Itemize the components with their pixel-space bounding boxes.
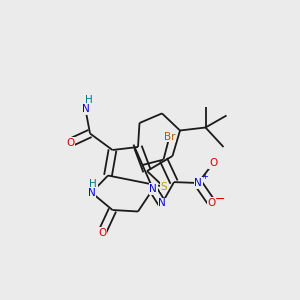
- Text: N: N: [88, 188, 95, 198]
- Text: N: N: [158, 198, 166, 208]
- Text: H: H: [85, 95, 93, 105]
- Text: N: N: [82, 104, 89, 115]
- Text: H: H: [89, 178, 97, 189]
- Text: O: O: [209, 158, 217, 169]
- Text: O: O: [98, 227, 106, 238]
- Text: −: −: [215, 193, 225, 206]
- Text: N: N: [149, 184, 157, 194]
- Text: S: S: [160, 182, 167, 192]
- Text: N: N: [194, 178, 202, 188]
- Text: Br: Br: [164, 131, 175, 142]
- Text: +: +: [201, 172, 208, 181]
- Text: O: O: [66, 137, 75, 148]
- Text: O: O: [207, 197, 216, 208]
